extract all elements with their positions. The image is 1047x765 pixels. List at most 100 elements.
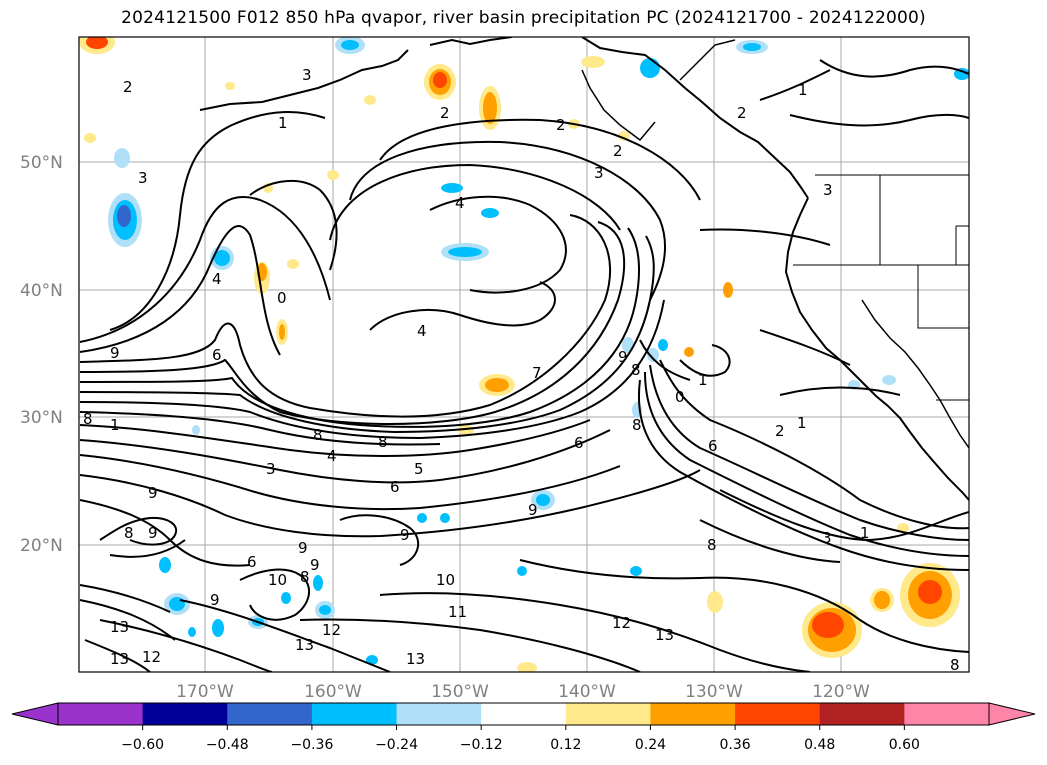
colorbar-extend-right (988, 702, 1036, 726)
contour-label: 12 (612, 614, 631, 632)
contour-label: 1 (278, 114, 288, 132)
contour-label: 5 (414, 460, 424, 478)
colorbar-cell (650, 703, 736, 725)
contour-label: 13 (406, 650, 425, 668)
map-frame (78, 36, 970, 673)
map-title: 2024121500 F012 850 hPa qvapor, river ba… (121, 8, 926, 28)
contour-label: 0 (675, 388, 685, 406)
gridlines (79, 37, 969, 672)
contour-label: 2 (123, 78, 133, 96)
contour-labels: 2 3 1 3 2 2 2 1 2 3 4 3 4 0 4 9 6 8 1 8 … (83, 66, 960, 674)
lon-label-150w: 150°W (431, 682, 489, 702)
contour-label: 6 (212, 346, 222, 364)
contour-label: 6 (247, 553, 257, 571)
contour-label: 9 (298, 539, 308, 557)
colorbar: −0.60 −0.48 −0.36 −0.24 −0.12 0.12 0.24 0.36 0.4… (11, 702, 1036, 753)
contour-label: 9 (528, 501, 538, 519)
colorbar-cell (396, 703, 482, 725)
colorbar-tick-label: −0.24 (375, 737, 418, 753)
contour-label: 10 (268, 571, 287, 589)
colorbar-cell (481, 703, 567, 725)
contour-label: 9 (110, 344, 120, 362)
colorbar-cell (565, 703, 651, 725)
colorbar-tick-label: −0.48 (206, 737, 249, 753)
latitude-labels: 50°N 40°N 30°N 20°N (20, 153, 63, 556)
contour-label: 3 (823, 181, 833, 199)
contour-label: 13 (295, 636, 314, 654)
lon-label-130w: 130°W (685, 682, 743, 702)
contour-label: 13 (110, 618, 129, 636)
colorbar-tick-label: −0.60 (121, 737, 164, 753)
contour-label: 4 (455, 194, 465, 212)
lon-label-170w: 170°W (176, 682, 234, 702)
colorbar-cell (58, 703, 144, 725)
contour-label: 1 (797, 414, 807, 432)
coastlines (199, 37, 969, 501)
contour-label: 3 (266, 460, 276, 478)
contour-label: 8 (632, 416, 642, 434)
colorbar-tick-label: 0.12 (550, 737, 581, 753)
contour-label: 4 (327, 447, 337, 465)
colorbar-tick-label: −0.36 (290, 737, 333, 753)
contour-label: 2 (613, 142, 623, 160)
colorbar-cell (227, 703, 313, 725)
contour-label: 12 (142, 648, 161, 666)
contour-label: 9 (400, 526, 410, 544)
contour-label: 8 (300, 568, 310, 586)
contour-label: 2 (556, 116, 566, 134)
lat-label-40n: 40°N (20, 281, 63, 301)
contour-label: 12 (322, 621, 341, 639)
map-area: 2 3 1 3 2 2 2 1 2 3 4 3 4 0 4 9 6 8 1 8 … (79, 37, 969, 674)
contour-label: 1 (798, 81, 808, 99)
colorbar-tick-label: 0.24 (635, 737, 666, 753)
colorbar-cell (311, 703, 398, 725)
colorbar-cell (142, 703, 228, 725)
contour-label: 4 (417, 322, 427, 340)
contour-label: 3 (138, 169, 148, 187)
colorbar-tick-label: 0.60 (889, 737, 920, 753)
contour-label: 8 (124, 524, 134, 542)
contour-label: 3 (822, 529, 832, 547)
contour-label: 8 (83, 410, 93, 428)
contour-label: 2 (440, 104, 450, 122)
lon-label-160w: 160°W (304, 682, 362, 702)
colorbar-tick-label: 0.36 (720, 737, 751, 753)
lon-label-120w: 120°W (812, 682, 870, 702)
contour-label: 9 (310, 556, 320, 574)
negative-precip-patches (108, 37, 969, 665)
contour-label: 11 (448, 603, 467, 621)
contour-label: 4 (212, 270, 222, 288)
contour-label: 9 (148, 484, 158, 502)
contour-label: 0 (277, 289, 287, 307)
colorbar-cell (904, 703, 990, 725)
contour-label: 3 (302, 66, 312, 84)
contour-label: 6 (708, 437, 718, 455)
contour-label: 1 (698, 371, 708, 389)
contour-label: 1 (110, 416, 120, 434)
contour-label: 10 (436, 571, 455, 589)
contour-label: 2 (737, 104, 747, 122)
contour-label: 8 (950, 656, 960, 674)
contour-label: 6 (390, 478, 400, 496)
contour-label: 9 (148, 524, 158, 542)
lat-label-20n: 20°N (20, 536, 63, 556)
contour-label: 9 (210, 591, 220, 609)
lat-label-30n: 30°N (20, 408, 63, 428)
colorbar-extend-left (11, 702, 59, 726)
contour-label: 9 (618, 348, 628, 366)
contour-label: 13 (655, 626, 674, 644)
colorbar-cell (819, 703, 905, 725)
contour-lines (79, 59, 969, 672)
contour-label: 8 (313, 426, 323, 444)
contour-label: 13 (110, 650, 129, 668)
contour-label: 8 (707, 536, 717, 554)
contour-label: 6 (574, 434, 584, 452)
positive-precip-patches (79, 37, 960, 672)
contour-label: 2 (775, 422, 785, 440)
lat-label-50n: 50°N (20, 153, 63, 173)
longitude-labels: 170°W 160°W 150°W 140°W 130°W 120°W (176, 682, 870, 702)
contour-label: 8 (378, 433, 388, 451)
colorbar-tick-label: 0.48 (804, 737, 835, 753)
colorbar-cell (735, 703, 821, 725)
